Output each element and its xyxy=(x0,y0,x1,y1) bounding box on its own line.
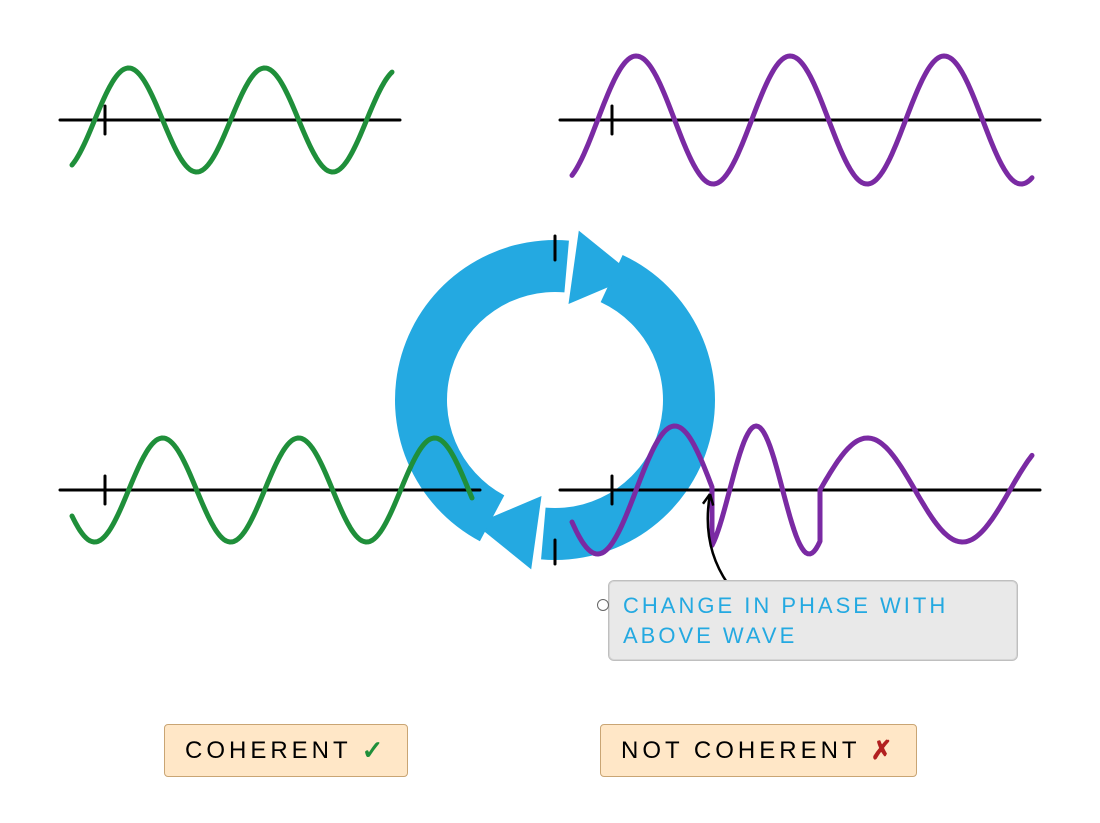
check-icon: ✓ xyxy=(362,735,388,766)
not-coherent-text: NOT COHERENT xyxy=(621,737,861,765)
tag-hole-icon xyxy=(597,599,609,611)
diagram-stage: CHANGE IN PHASE WITH ABOVE WAVE COHERENT… xyxy=(0,0,1100,823)
coherent-text: COHERENT xyxy=(185,737,352,765)
not-coherent-label: NOT COHERENT ✗ xyxy=(600,724,917,777)
annotation-line2: ABOVE WAVE xyxy=(623,621,1003,651)
coherent-label: COHERENT ✓ xyxy=(164,724,408,777)
annotation-line1: CHANGE IN PHASE WITH xyxy=(623,591,1003,621)
cross-icon: ✗ xyxy=(871,735,897,766)
phase-change-annotation: CHANGE IN PHASE WITH ABOVE WAVE xyxy=(608,580,1018,661)
annotation-arrow xyxy=(0,0,1100,823)
